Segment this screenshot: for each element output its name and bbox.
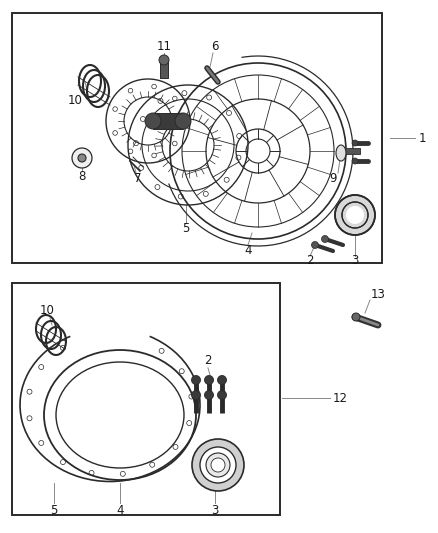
Circle shape	[205, 391, 213, 400]
Circle shape	[218, 376, 226, 384]
Circle shape	[211, 458, 225, 472]
Circle shape	[205, 376, 213, 384]
Text: 6: 6	[211, 39, 219, 52]
Circle shape	[159, 55, 169, 65]
Bar	[160, 60, 168, 78]
Text: 3: 3	[211, 504, 219, 516]
Text: 4: 4	[116, 504, 124, 516]
Circle shape	[352, 158, 358, 164]
Ellipse shape	[336, 145, 346, 161]
Circle shape	[352, 313, 360, 321]
Text: 13: 13	[371, 288, 385, 302]
Circle shape	[191, 391, 201, 400]
Circle shape	[206, 453, 230, 477]
Circle shape	[175, 113, 191, 129]
Circle shape	[192, 439, 244, 491]
Text: 3: 3	[351, 254, 359, 268]
Text: 2: 2	[306, 254, 314, 268]
Circle shape	[145, 113, 161, 129]
Circle shape	[346, 206, 364, 224]
Text: 8: 8	[78, 171, 86, 183]
Text: 2: 2	[204, 354, 212, 367]
Text: 10: 10	[67, 94, 82, 108]
Text: 11: 11	[156, 39, 172, 52]
Circle shape	[352, 140, 358, 146]
Text: 9: 9	[329, 172, 337, 184]
Circle shape	[78, 154, 86, 162]
Circle shape	[321, 236, 328, 243]
Text: 5: 5	[182, 222, 190, 236]
Bar	[12, 13, 382, 263]
Text: 7: 7	[134, 173, 142, 185]
Text: 5: 5	[50, 504, 58, 516]
Text: 1: 1	[418, 132, 426, 144]
Text: 12: 12	[332, 392, 347, 405]
Circle shape	[200, 447, 236, 483]
Bar	[153, 113, 183, 129]
Circle shape	[191, 376, 201, 384]
Text: 4: 4	[244, 244, 252, 256]
Bar	[12, 283, 280, 515]
Circle shape	[218, 391, 226, 400]
Text: 10: 10	[39, 304, 54, 318]
Polygon shape	[335, 195, 375, 235]
Circle shape	[311, 241, 318, 248]
Circle shape	[72, 148, 92, 168]
Bar	[344, 148, 360, 154]
